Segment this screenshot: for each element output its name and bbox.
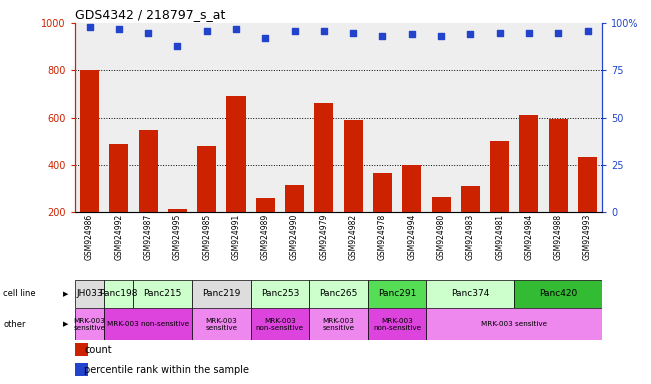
Bar <box>578 157 597 260</box>
Point <box>436 33 447 40</box>
Bar <box>75 363 89 376</box>
Text: MRK-003 non-sensitive: MRK-003 non-sensitive <box>107 321 189 327</box>
Text: ▶: ▶ <box>63 291 68 297</box>
Bar <box>519 115 538 260</box>
Bar <box>251 308 309 340</box>
Bar <box>432 197 450 260</box>
Bar <box>309 280 368 308</box>
Text: MRK-003
sensitive: MRK-003 sensitive <box>74 318 105 331</box>
Bar <box>373 173 392 260</box>
Bar <box>168 209 187 260</box>
Bar <box>285 185 304 260</box>
Text: JH033: JH033 <box>76 290 103 298</box>
Bar <box>197 146 216 260</box>
Bar <box>75 308 104 340</box>
Bar <box>109 144 128 260</box>
Bar <box>549 119 568 260</box>
Point <box>553 30 564 36</box>
Bar <box>309 308 368 340</box>
Text: Panc374: Panc374 <box>451 290 490 298</box>
Point <box>465 31 476 38</box>
Text: MRK-003 sensitive: MRK-003 sensitive <box>481 321 547 327</box>
Bar <box>104 280 133 308</box>
Text: percentile rank within the sample: percentile rank within the sample <box>85 365 249 375</box>
Bar <box>461 186 480 260</box>
Point <box>583 28 593 34</box>
Point <box>406 31 417 38</box>
Bar <box>75 343 89 356</box>
Text: MRK-003
non-sensitive: MRK-003 non-sensitive <box>373 318 421 331</box>
Text: Panc198: Panc198 <box>100 290 138 298</box>
Bar <box>426 280 514 308</box>
Bar <box>251 280 309 308</box>
Point <box>173 43 183 49</box>
Point <box>378 33 388 40</box>
Point <box>319 28 329 34</box>
Text: Panc420: Panc420 <box>539 290 577 298</box>
Text: other: other <box>3 319 26 329</box>
Bar <box>344 120 363 260</box>
Text: GDS4342 / 218797_s_at: GDS4342 / 218797_s_at <box>75 8 225 21</box>
Text: cell line: cell line <box>3 290 36 298</box>
Text: ▶: ▶ <box>63 321 68 327</box>
Point <box>289 28 299 34</box>
Bar <box>75 280 104 308</box>
Point <box>114 26 124 32</box>
Text: Panc219: Panc219 <box>202 290 240 298</box>
Bar <box>227 96 245 260</box>
Point <box>85 24 95 30</box>
Point <box>143 30 154 36</box>
Text: count: count <box>85 344 112 354</box>
Point <box>495 30 505 36</box>
Text: MRK-003
non-sensitive: MRK-003 non-sensitive <box>256 318 304 331</box>
Bar <box>133 280 192 308</box>
Text: Panc291: Panc291 <box>378 290 416 298</box>
Bar <box>368 280 426 308</box>
Bar <box>80 70 99 260</box>
Bar <box>139 129 158 260</box>
Point <box>260 35 271 41</box>
Text: MRK-003
sensitive: MRK-003 sensitive <box>322 318 355 331</box>
Point <box>231 26 242 32</box>
Text: Panc253: Panc253 <box>261 290 299 298</box>
Bar <box>192 308 251 340</box>
Point <box>523 30 534 36</box>
Point <box>348 30 358 36</box>
Bar <box>514 280 602 308</box>
Bar <box>368 308 426 340</box>
Bar <box>256 198 275 260</box>
Point <box>202 28 212 34</box>
Bar <box>490 141 509 260</box>
Text: MRK-003
sensitive: MRK-003 sensitive <box>205 318 238 331</box>
Bar <box>314 104 333 260</box>
Text: Panc265: Panc265 <box>320 290 357 298</box>
Bar <box>104 308 192 340</box>
Bar <box>426 308 602 340</box>
Text: Panc215: Panc215 <box>144 290 182 298</box>
Bar <box>402 165 421 260</box>
Bar <box>192 280 251 308</box>
